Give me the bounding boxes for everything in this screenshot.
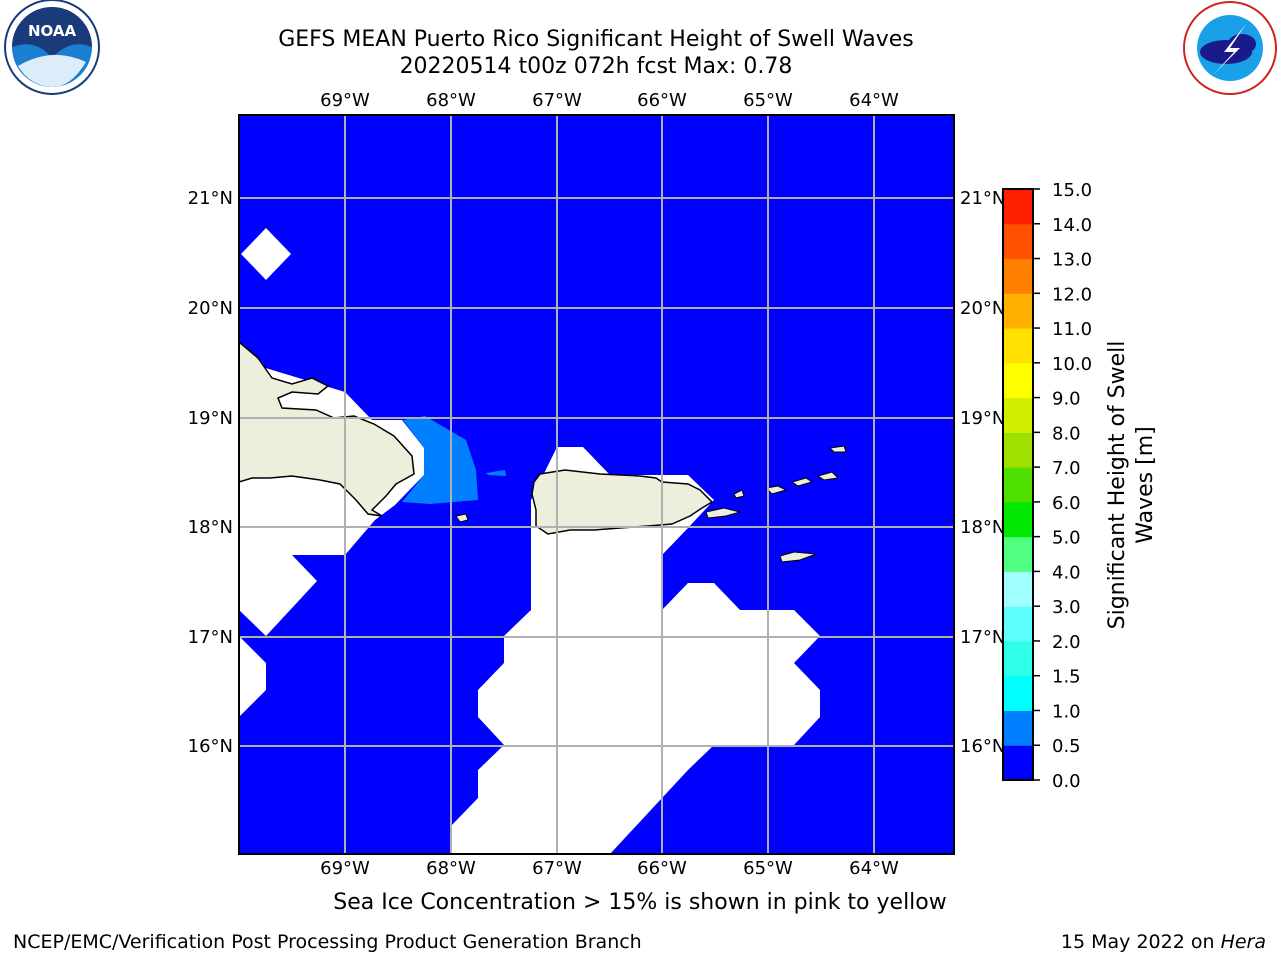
- land-hispaniola: [238, 340, 415, 517]
- colorbar-level-label: 12.0: [1052, 284, 1092, 305]
- nws-logo-icon: [1183, 1, 1277, 95]
- graticule: [239, 115, 954, 854]
- land-anegada: [828, 445, 847, 453]
- lon-label: 65°W: [743, 858, 793, 879]
- land-culebra: [733, 489, 745, 499]
- lon-label: 68°W: [426, 858, 476, 879]
- colorbar-level-label: 7.0: [1052, 458, 1081, 479]
- colorbar-frame: [1002, 188, 1034, 781]
- lat-label: 20°N: [960, 298, 1005, 319]
- colorbar: 0.0 0.5 1.0 1.5 2.0 3.0 4.0 5.0 6.0 7.0 8.0 9.0 10.0…: [1002, 180, 1158, 792]
- lon-label: 66°W: [637, 90, 687, 111]
- colorbar-level-label: 3.0: [1052, 597, 1081, 618]
- map-frame: [238, 114, 955, 855]
- lon-label: 65°W: [743, 90, 793, 111]
- lat-label: 16°N: [188, 736, 233, 757]
- lat-label: 18°N: [188, 517, 233, 538]
- lat-label: 21°N: [960, 188, 1005, 209]
- lon-label: 67°W: [532, 90, 582, 111]
- colorbar-swatch: [1003, 675, 1033, 711]
- swell-0.5-1.0-region: [486, 470, 506, 476]
- colorbar-swatch: [1003, 467, 1033, 503]
- noaa-logo-icon: NOAA: [4, 0, 100, 95]
- land-virgin-islands: [816, 471, 840, 481]
- colorbar-level-label: 6.0: [1052, 493, 1081, 514]
- colorbar-swatch: [1003, 362, 1033, 399]
- colorbar-swatch: [1003, 745, 1033, 781]
- colorbar-swatch: [1003, 640, 1033, 677]
- land-mona-island: [455, 513, 469, 523]
- land-puerto-rico: [531, 469, 714, 535]
- footer-date-text: 15 May 2022 on: [1060, 931, 1221, 953]
- colorbar-swatch: [1003, 710, 1033, 746]
- colorbar-swatch: [1003, 501, 1033, 538]
- lat-label: 19°N: [188, 408, 233, 429]
- colorbar-swatch: [1003, 536, 1033, 572]
- colorbar-level-label: 11.0: [1052, 319, 1092, 340]
- colorbar-level-label: 15.0: [1052, 180, 1092, 201]
- lon-label: 69°W: [320, 858, 370, 879]
- colorbar-swatch: [1003, 571, 1033, 607]
- nodata-region: [241, 228, 291, 280]
- lon-labels-top: 69°W 68°W 67°W 66°W 65°W 64°W: [320, 90, 899, 111]
- lat-label: 17°N: [960, 627, 1005, 648]
- lon-label: 69°W: [320, 90, 370, 111]
- lat-labels-right: 21°N 20°N 19°N 18°N 17°N 16°N: [960, 188, 1005, 757]
- lat-label: 16°N: [960, 736, 1005, 757]
- lat-label: 17°N: [188, 627, 233, 648]
- nodata-region: [451, 447, 820, 854]
- colorbar-level-label: 14.0: [1052, 215, 1092, 236]
- colorbar-level-label: 8.0: [1052, 423, 1081, 444]
- swell-0.5-1.0-region: [402, 416, 478, 504]
- map-panel: [238, 114, 955, 855]
- lon-label: 68°W: [426, 90, 476, 111]
- colorbar-level-label: 4.0: [1052, 562, 1081, 583]
- colorbar-swatch: [1003, 328, 1033, 364]
- colorbar-swatch: [1003, 189, 1033, 225]
- colorbar-level-label: 13.0: [1052, 250, 1092, 271]
- colorbar-swatch: [1003, 223, 1033, 260]
- colorbar-swatch: [1003, 258, 1033, 294]
- nodata-region: [239, 636, 266, 717]
- lat-label: 21°N: [188, 188, 233, 209]
- colorbar-level-label: 5.0: [1052, 528, 1081, 549]
- lon-label: 64°W: [849, 858, 899, 879]
- lon-label: 64°W: [849, 90, 899, 111]
- colorbar-level-label: 9.0: [1052, 389, 1081, 410]
- colorbar-level-label: 0.0: [1052, 771, 1081, 792]
- lon-label: 66°W: [637, 858, 687, 879]
- lat-label: 20°N: [188, 298, 233, 319]
- land-vieques: [705, 507, 742, 519]
- land-st-croix: [779, 551, 817, 563]
- colorbar-level-label: 10.0: [1052, 354, 1092, 375]
- noaa-logo-text: NOAA: [28, 22, 77, 40]
- lat-label: 19°N: [960, 408, 1005, 429]
- colorbar-title: Significant Height of Swell: [1105, 341, 1130, 630]
- land-virgin-islands: [790, 477, 814, 487]
- map-title: GEFS MEAN Puerto Rico Significant Height…: [278, 27, 914, 52]
- lat-label: 18°N: [960, 517, 1005, 538]
- colorbar-swatch: [1003, 606, 1033, 642]
- lat-labels-left: 21°N 20°N 19°N 18°N 17°N 16°N: [188, 188, 233, 757]
- footer-date: 15 May 2022 on Hera: [1061, 931, 1266, 953]
- colorbar-level-label: 2.0: [1052, 632, 1081, 653]
- colorbar-swatch: [1003, 432, 1033, 468]
- colorbar-level-label: 0.5: [1052, 736, 1081, 757]
- colorbar-swatch: [1003, 397, 1033, 433]
- colorbar-title: Waves [m]: [1133, 426, 1158, 543]
- map-subtitle: 20220514 t00z 072h fcst Max: 0.78: [399, 54, 793, 79]
- colorbar-level-label: 1.5: [1052, 667, 1081, 688]
- lon-label: 67°W: [532, 858, 582, 879]
- footer-credit: NCEP/EMC/Verification Post Processing Pr…: [13, 931, 642, 953]
- colorbar-level-label: 1.0: [1052, 701, 1081, 722]
- lon-labels-bottom: 69°W 68°W 67°W 66°W 65°W 64°W: [320, 858, 899, 879]
- footer-host: Hera: [1220, 931, 1266, 953]
- land-virgin-islands: [764, 485, 788, 495]
- colorbar-swatch: [1003, 293, 1033, 329]
- sea-ice-note: Sea Ice Concentration > 15% is shown in …: [333, 890, 947, 915]
